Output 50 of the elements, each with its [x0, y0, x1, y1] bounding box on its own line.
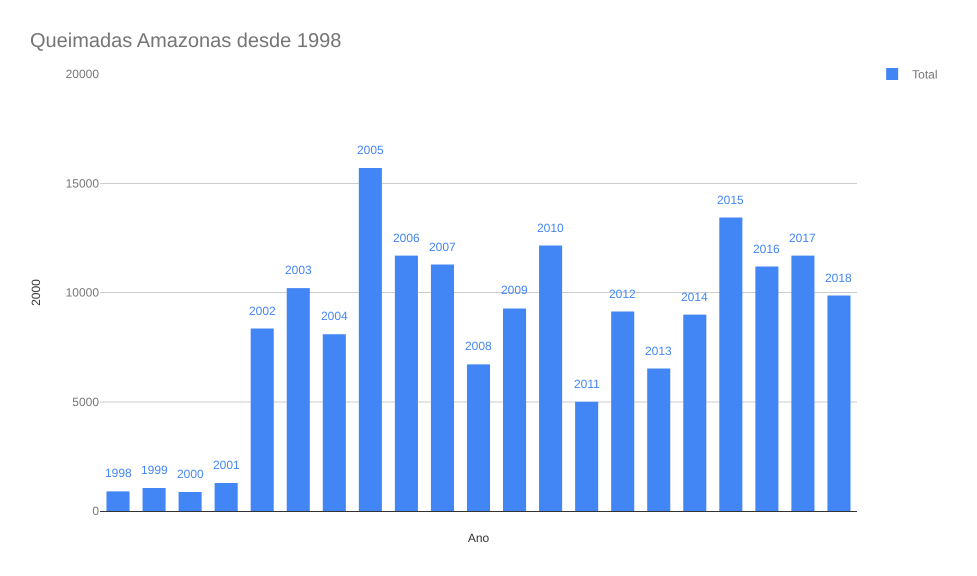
x-tick-label: 2005: [357, 143, 384, 157]
x-tick-label: 2018: [825, 271, 852, 285]
x-tick-label: 1999: [141, 463, 168, 477]
x-tick-label: 2006: [393, 231, 420, 245]
bar: [286, 288, 310, 511]
bar: [250, 328, 274, 511]
bar: [611, 312, 634, 511]
bar: [430, 264, 454, 511]
x-tick-label: 2001: [213, 458, 240, 472]
x-tick-label: 2009: [501, 283, 528, 297]
bar: [647, 368, 670, 511]
bar: [358, 168, 382, 511]
bar: [539, 246, 562, 511]
x-axis-title: Ano: [468, 531, 490, 545]
x-tick-label: 2012: [609, 287, 636, 301]
bar: [322, 334, 346, 511]
bar: [394, 256, 418, 511]
x-tick-label: 2010: [537, 221, 564, 235]
bar: [791, 256, 814, 511]
x-tick-label: 2008: [465, 339, 492, 353]
y-tick-label: 20000: [66, 67, 100, 82]
bar: [683, 314, 706, 511]
bar: [214, 483, 238, 511]
x-tick-label: 2000: [177, 467, 204, 481]
x-tick-label: 2014: [681, 290, 708, 304]
bar: [719, 218, 742, 511]
y-tick-label: 0: [92, 504, 100, 518]
x-tick-label: 2017: [789, 231, 816, 245]
bar: [142, 488, 166, 511]
y-tick-label: 15000: [66, 176, 100, 190]
x-tick-label: 2016: [753, 242, 780, 256]
bar: [755, 266, 778, 511]
bar: [466, 364, 490, 511]
chart-title: Queimadas Amazonas desde 1998: [30, 30, 342, 52]
y-tick-label: 5000: [72, 394, 100, 409]
bar: [827, 296, 851, 511]
x-tick-label: 1998: [105, 466, 132, 480]
x-tick-label: 2013: [645, 344, 672, 358]
x-tick-label: 2011: [574, 377, 600, 391]
x-tick-label: 2003: [285, 263, 312, 277]
y-tick-label: 10000: [66, 286, 100, 300]
x-tick-label: 2002: [249, 304, 276, 318]
bar: [503, 308, 526, 511]
x-tick-label: 2015: [717, 193, 744, 207]
legend-label: Total: [912, 68, 938, 82]
x-tick-label: 2004: [321, 309, 348, 323]
bar: [178, 492, 202, 511]
bar: [106, 491, 130, 511]
x-tick-label: 2007: [429, 240, 456, 254]
bar: [575, 402, 598, 511]
